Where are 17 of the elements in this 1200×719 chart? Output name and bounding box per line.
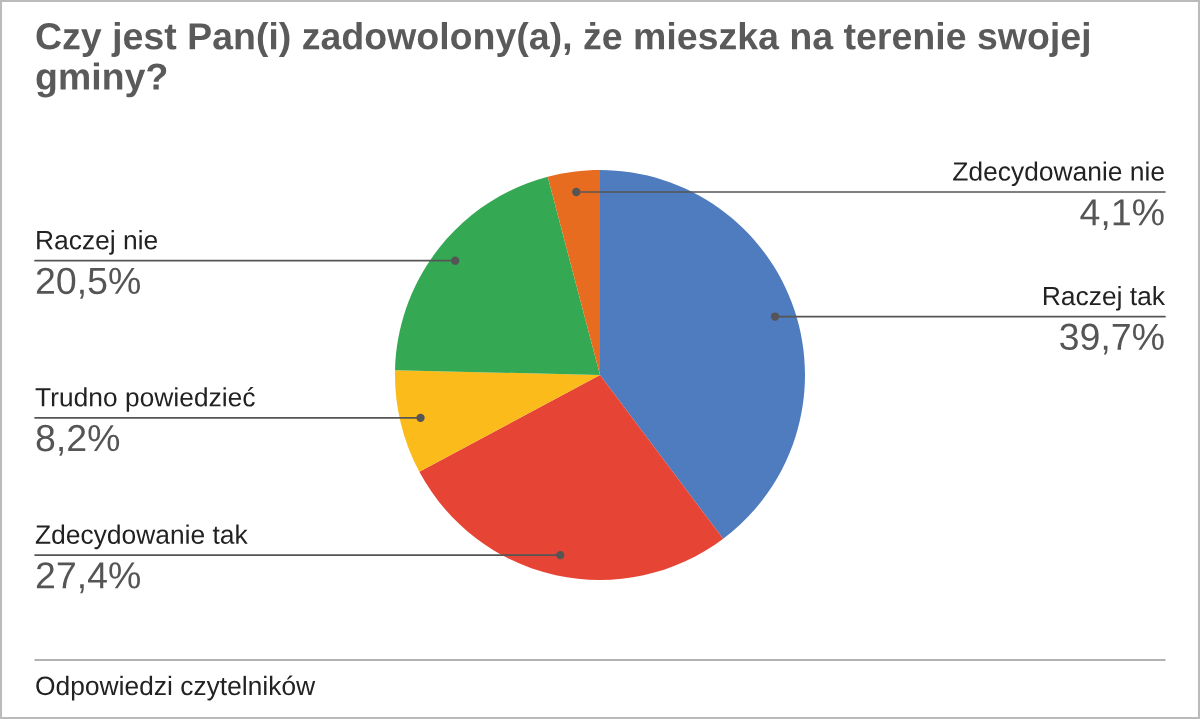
- data-label: 39,7%: [1060, 323, 1164, 355]
- pie-slice: [600, 170, 805, 539]
- data-label: 20,5%: [36, 267, 140, 299]
- pie-slice: [395, 370, 600, 472]
- text: Odpowiedzi czytelników: [36, 675, 316, 701]
- slice-label: Trudno powiedzieć: [35, 386, 255, 412]
- pie-slice: [419, 375, 724, 580]
- data-label: 27,4%: [36, 562, 140, 594]
- slice-label: Raczej tak: [1043, 285, 1166, 311]
- slice-label: Raczej nie: [37, 230, 158, 255]
- chart-title: Czy jest Pan(i) zadowolony(a), że mieszka na terenie swojej gminy?: [36, 22, 1089, 98]
- pie-slice: [547, 170, 600, 375]
- slice-label: Zdecydowanie nie: [953, 161, 1164, 187]
- data-label: 8,2%: [36, 424, 120, 456]
- slice-label: Zdecydowanie tak: [35, 524, 248, 550]
- pie-slice: [395, 176, 600, 375]
- data-label: 4,1%: [1080, 199, 1164, 231]
